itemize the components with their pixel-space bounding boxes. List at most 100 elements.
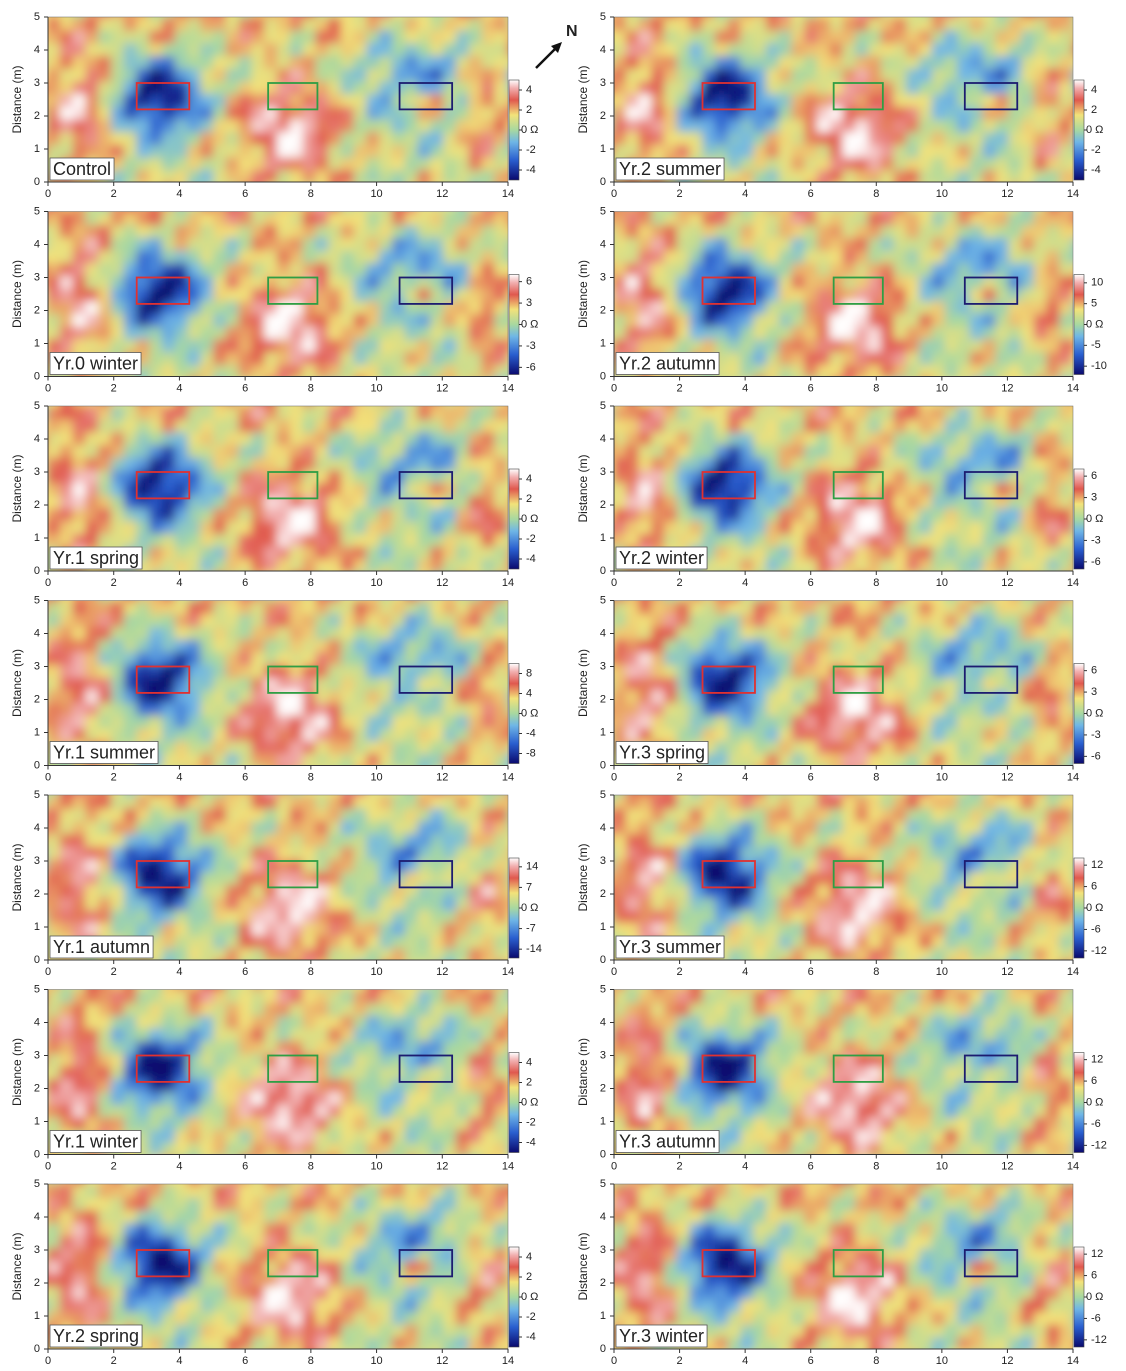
heatmap-cell — [404, 701, 420, 716]
heatmap-cell — [766, 142, 781, 158]
heatmap-cell — [302, 637, 318, 653]
heatmap-cell — [162, 223, 177, 238]
heatmap-cell — [468, 273, 484, 289]
heatmap-cell — [315, 181, 331, 182]
heatmap-cell — [213, 739, 228, 754]
heatmap-cell — [392, 155, 407, 171]
heatmap-cell — [507, 612, 508, 627]
heatmap-cell — [995, 66, 1011, 82]
heatmap-cell — [430, 1013, 446, 1029]
heatmap-cell — [328, 701, 343, 716]
heatmap-cell — [353, 908, 369, 923]
heatmap-cell — [85, 726, 101, 742]
heatmap-cell — [59, 211, 75, 213]
heatmap-cell — [455, 1309, 471, 1325]
heatmap-cell — [136, 312, 152, 327]
heatmap-cell — [455, 832, 471, 847]
x-tick-label: 10 — [370, 188, 382, 200]
heatmap-cell — [404, 17, 420, 31]
heatmap-cell — [417, 544, 433, 560]
heatmap-cell — [507, 54, 508, 69]
heatmap-cell — [455, 1348, 471, 1349]
heatmap-cell — [982, 41, 998, 57]
heatmap-cell — [430, 882, 446, 898]
heatmap-cell — [238, 819, 254, 835]
heatmap-cell — [59, 117, 75, 133]
heatmap-cell — [1059, 17, 1073, 31]
colorbar-tick-label: -4 — [526, 727, 536, 739]
heatmap-cell — [455, 28, 471, 44]
heatmap-cell — [187, 1077, 203, 1093]
heatmap-cell — [842, 17, 858, 31]
heatmap-cell — [72, 181, 88, 182]
heatmap-cell — [868, 54, 883, 69]
heatmap-cell — [264, 17, 279, 31]
heatmap-cell — [302, 1026, 318, 1042]
heatmap-cell — [1046, 130, 1062, 145]
heatmap-cell — [430, 155, 446, 171]
heatmap-cell — [72, 375, 88, 377]
heatmap-cell — [455, 406, 471, 407]
x-tick-label: 2 — [111, 966, 117, 978]
heatmap-cell — [880, 17, 896, 31]
heatmap-cell — [174, 819, 190, 835]
heatmap-cell — [392, 637, 407, 653]
heatmap-cell — [328, 624, 343, 640]
heatmap-cell — [366, 493, 382, 509]
heatmap-cells — [48, 17, 508, 182]
heatmap-cell — [187, 1013, 203, 1029]
heatmap-cell — [443, 1102, 458, 1118]
heatmap-cell — [162, 612, 177, 627]
heatmap-cell — [507, 362, 508, 377]
heatmap-cell — [842, 41, 858, 57]
heatmap-cell — [443, 350, 458, 365]
heatmap-cell — [251, 443, 267, 458]
heatmap-cell — [392, 989, 407, 991]
heatmap-cell — [430, 337, 446, 353]
heatmap-cell — [379, 362, 394, 377]
y-tick-label: 2 — [34, 304, 40, 316]
heatmap-cell — [392, 946, 407, 960]
heatmap-cell — [507, 211, 508, 213]
heatmap-cell — [443, 1090, 458, 1105]
heatmap-cell — [481, 662, 497, 678]
heatmap-cell — [315, 1195, 331, 1211]
heatmap-cell — [404, 17, 420, 18]
heatmap-cell — [238, 92, 254, 107]
heatmap-cell — [251, 104, 267, 120]
heatmap-cell — [200, 675, 216, 691]
heatmap-cell — [149, 895, 164, 911]
heatmap-cell — [481, 1026, 497, 1042]
heatmap-cell — [455, 142, 471, 158]
heatmap-cell — [85, 41, 101, 57]
heatmap-cell — [1059, 41, 1073, 57]
heatmap-cell — [123, 443, 139, 458]
heatmap-cell — [494, 1322, 508, 1338]
heatmap-cell — [315, 406, 331, 407]
heatmap-cell — [481, 1271, 497, 1287]
heatmap-cell — [353, 739, 369, 754]
heatmap-cell — [225, 506, 241, 522]
heatmap-cell — [455, 1077, 471, 1093]
heatmap-cell — [174, 844, 190, 860]
heatmap-cell — [804, 104, 819, 120]
heatmap-cell — [85, 1246, 101, 1262]
heatmap-cell — [366, 531, 382, 547]
heatmap-cell — [110, 989, 126, 991]
heatmap-cell — [289, 350, 305, 365]
heatmap-cell — [379, 324, 394, 340]
heatmap-cell — [200, 92, 216, 107]
heatmap-cell — [625, 181, 641, 182]
heatmap-cell — [430, 168, 446, 182]
heatmap-cell — [1033, 117, 1049, 133]
y-tick-label: 2 — [34, 499, 40, 511]
heatmap-cell — [315, 570, 331, 571]
heatmap-cell — [379, 54, 394, 69]
heatmap-cell — [98, 430, 113, 446]
heatmap-cell — [162, 920, 177, 936]
heatmap-cell — [340, 1309, 356, 1325]
panel-label-bg — [49, 1324, 143, 1348]
heatmap-cell — [149, 557, 164, 571]
heatmap-cell — [430, 1246, 446, 1262]
heatmap-cell — [404, 1271, 420, 1287]
